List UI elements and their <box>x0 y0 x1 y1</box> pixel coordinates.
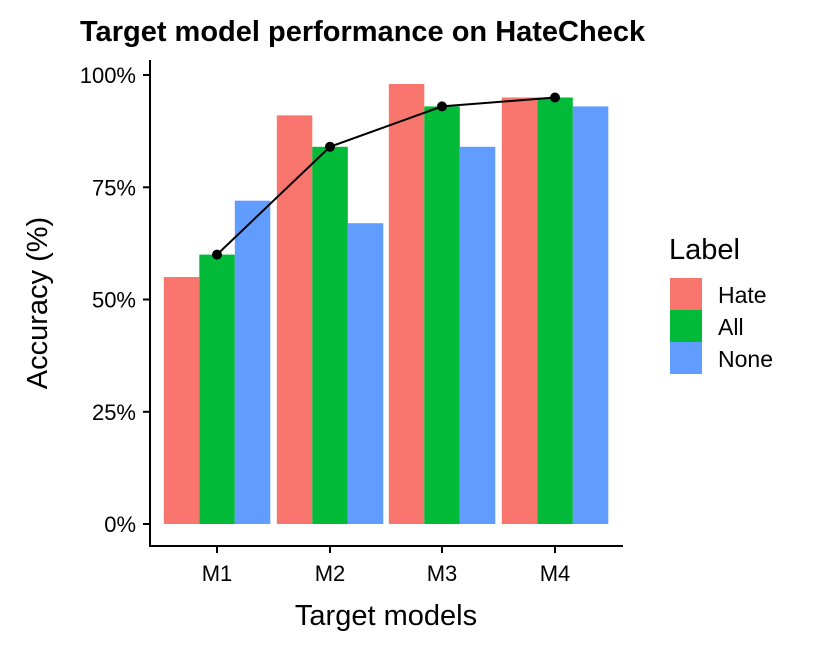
legend-key-all <box>670 310 702 342</box>
x-axis-ticks: M1 M2 M3 M4 <box>202 546 571 586</box>
line-point-m2 <box>325 141 335 152</box>
bar-none-m1 <box>234 200 271 524</box>
line-point-m3 <box>437 101 447 112</box>
bar-all-m2 <box>312 146 348 525</box>
bar-none-m4 <box>572 106 609 525</box>
bar-all-m3 <box>424 106 460 525</box>
bar-hate-m3 <box>388 84 425 524</box>
line-point-m1 <box>212 249 222 260</box>
y-tick-label: 75% <box>92 175 136 200</box>
bar-hate-m4 <box>501 97 538 524</box>
y-axis-title: Accuracy (%) <box>22 217 54 389</box>
plot-area <box>163 84 609 525</box>
y-tick-label: 25% <box>92 400 136 425</box>
legend-label-all: All <box>718 314 744 340</box>
legend-label-hate: Hate <box>718 282 767 308</box>
legend-key-hate <box>670 278 702 310</box>
y-tick-label: 0% <box>104 512 136 537</box>
legend-key-none <box>670 342 702 374</box>
x-tick-label: M3 <box>427 561 458 586</box>
y-tick-label: 100% <box>80 63 136 88</box>
chart-title: Target model performance on HateCheck <box>80 16 646 48</box>
legend-label-none: None <box>718 346 773 372</box>
x-tick-label: M4 <box>540 561 571 586</box>
x-tick-label: M1 <box>202 561 233 586</box>
legend-title: Label <box>669 234 740 266</box>
line-point-m4 <box>550 92 560 103</box>
bar-hate-m1 <box>163 277 200 524</box>
y-axis-ticks: 0% 25% 50% 75% 100% <box>80 63 150 537</box>
bar-none-m3 <box>459 146 496 525</box>
bar-all-m4 <box>537 97 573 524</box>
bar-none-m2 <box>347 223 384 524</box>
x-axis-title: Target models <box>295 600 477 632</box>
y-tick-label: 50% <box>92 288 136 313</box>
accuracy-line <box>216 96 556 256</box>
bar-hate-m2 <box>276 115 313 525</box>
x-tick-label: M2 <box>315 561 346 586</box>
bar-all-m1 <box>199 254 235 524</box>
legend: Label Hate All None <box>669 234 773 374</box>
